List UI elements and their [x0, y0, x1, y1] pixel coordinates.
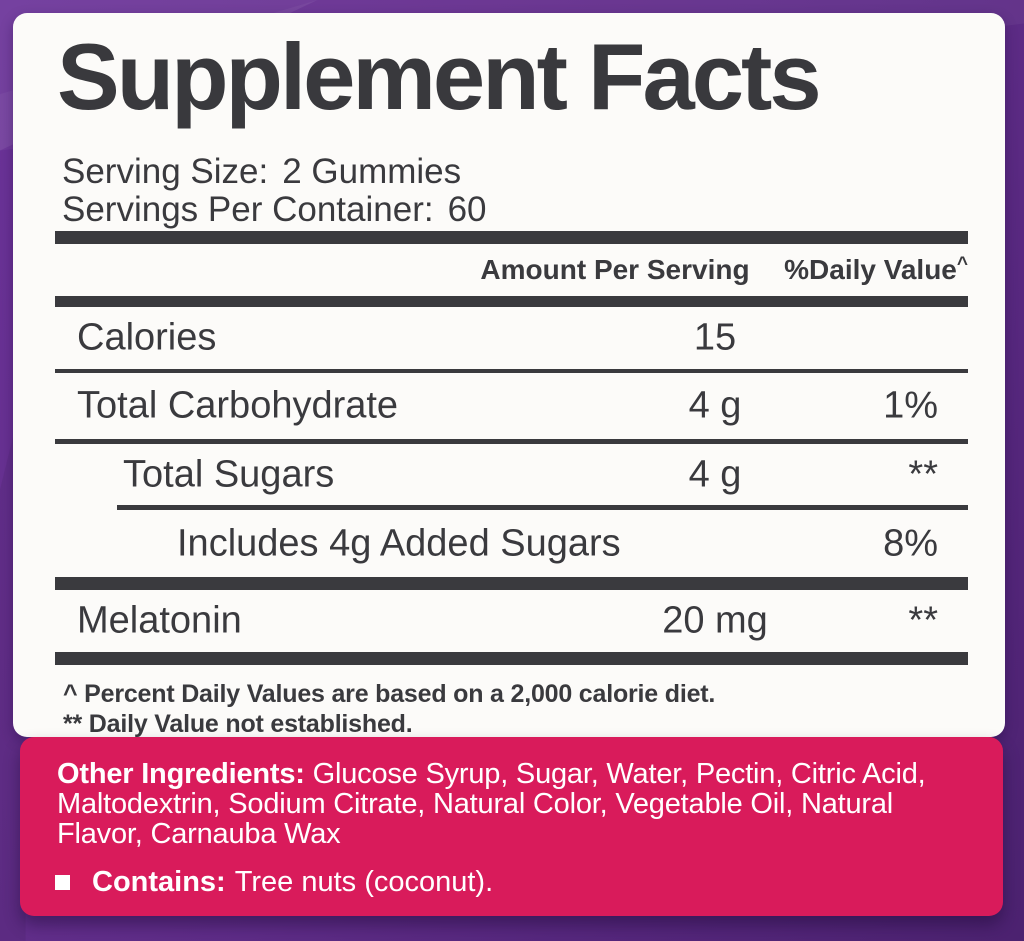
supplement-facts-panel: Supplement Facts Serving Size: 2 Gummies … [13, 13, 1005, 739]
row-amount: 4 g [688, 384, 742, 427]
footnote-percent-daily-value: ^ Percent Daily Values are based on a 2,… [63, 680, 716, 708]
divider-thin [55, 369, 968, 373]
daily-value-footnote-marker: ^ [956, 254, 968, 275]
footnotes: ^ Percent Daily Values are based on a 2,… [63, 679, 968, 739]
daily-value-header-text: %Daily Value [784, 254, 957, 285]
panel-title: Supplement Facts [57, 24, 822, 129]
contains-label: Contains: [92, 866, 226, 898]
row-amount: 20 mg [662, 599, 768, 642]
servings-per-container-label: Servings Per Container: [62, 190, 434, 229]
divider-heavy-bottom [55, 652, 968, 665]
daily-value-header: %Daily Value^ [784, 254, 968, 286]
table-row-added-sugars: Includes 4g Added Sugars 8% [55, 510, 968, 577]
nutrition-table: Amount Per Serving %Daily Value^ Calorie… [55, 231, 968, 665]
divider-thin [55, 439, 968, 444]
other-ingredients-paragraph: Other Ingredients: Glucose Syrup, Sugar,… [57, 759, 963, 849]
square-bullet-icon [55, 875, 70, 890]
table-header-row: Amount Per Serving %Daily Value^ [55, 244, 968, 296]
other-ingredients-panel: Other Ingredients: Glucose Syrup, Sugar,… [20, 737, 1003, 916]
divider-thin-indented [117, 505, 968, 510]
row-daily-value: 1% [883, 384, 938, 427]
divider-heavy [55, 577, 968, 590]
row-label: Total Carbohydrate [77, 384, 399, 427]
row-daily-value: ** [908, 599, 938, 642]
serving-info: Serving Size: 2 Gummies Servings Per Cont… [62, 153, 968, 229]
other-ingredients-label: Other Ingredients: [57, 758, 305, 790]
row-label: Calories [77, 316, 217, 359]
table-row-melatonin: Melatonin 20 mg ** [55, 590, 968, 652]
row-amount: 15 [693, 316, 737, 359]
serving-size-line: Serving Size: 2 Gummies [62, 153, 968, 191]
other-ingredients-text: Glucose Syrup, Sugar, Water, Pectin, Cit… [57, 758, 926, 850]
row-label: Total Sugars [123, 453, 335, 495]
amount-per-serving-header: Amount Per Serving [480, 254, 750, 285]
contains-text: Tree nuts (coconut). [234, 866, 494, 898]
servings-per-container-value: 60 [447, 190, 487, 229]
divider-heavy-top [55, 231, 968, 244]
table-row-total-sugars: Total Sugars 4 g ** [55, 444, 968, 505]
footnote-daily-value-not-established: ** Daily Value not established. [63, 710, 413, 738]
contains-line: Contains: Tree nuts (coconut). [55, 866, 1003, 899]
serving-size-value: 2 Gummies [282, 152, 462, 191]
row-daily-value: 8% [883, 522, 938, 564]
table-row-calories: Calories 15 [55, 307, 968, 369]
row-label: Melatonin [77, 599, 242, 642]
row-amount: 4 g [688, 453, 742, 495]
serving-size-label: Serving Size: [62, 152, 269, 191]
row-daily-value: ** [908, 453, 938, 495]
divider-heavy-under-header [55, 296, 968, 307]
row-label: Includes 4g Added Sugars [177, 522, 621, 564]
servings-per-container-line: Servings Per Container: 60 [62, 191, 968, 229]
table-row-total-carbohydrate: Total Carbohydrate 4 g 1% [55, 373, 968, 439]
